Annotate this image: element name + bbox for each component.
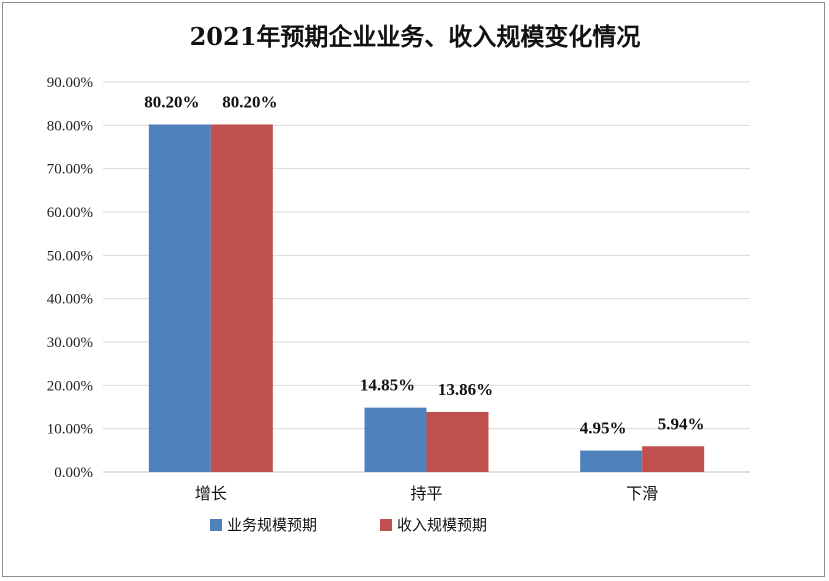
- legend: 业务规模预期 收入规模预期: [210, 516, 487, 534]
- data-label: 14.85%: [360, 376, 415, 395]
- category-label: 增长: [195, 484, 227, 503]
- y-tick-label: 30.00%: [47, 335, 93, 351]
- y-tick-label: 50.00%: [47, 248, 93, 264]
- y-tick-label: 90.00%: [47, 75, 93, 91]
- data-label: 80.20%: [144, 92, 199, 111]
- bar: [148, 124, 211, 472]
- bar: [426, 411, 489, 472]
- bar: [364, 407, 427, 472]
- y-tick-label: 60.00%: [47, 205, 93, 221]
- category-label: 下滑: [626, 484, 658, 503]
- y-tick-label: 0.00%: [54, 465, 93, 481]
- data-label: 4.95%: [580, 419, 627, 438]
- data-label: 5.94%: [658, 414, 705, 433]
- y-axis-ticks: 0.00% 10.00% 20.00% 30.00% 40.00% 50.00% 60.00…: [47, 75, 93, 481]
- y-tick-label: 10.00%: [47, 422, 93, 438]
- bar: [642, 446, 705, 472]
- legend-swatch: [210, 519, 222, 531]
- bar: [580, 450, 643, 472]
- bar: [210, 124, 273, 472]
- x-axis-categories: 增长 持平 下滑: [195, 484, 658, 503]
- chart-title: 2021年预期企业业务、收入规模变化情况: [190, 22, 641, 51]
- legend-label: 业务规模预期: [227, 516, 317, 534]
- bars: [148, 124, 705, 472]
- y-tick-label: 80.00%: [47, 118, 93, 134]
- y-tick-label: 20.00%: [47, 378, 93, 394]
- legend-swatch: [380, 519, 392, 531]
- data-label: 80.20%: [222, 92, 277, 111]
- y-tick-label: 70.00%: [47, 162, 93, 178]
- data-label: 13.86%: [438, 380, 493, 399]
- data-labels: 80.20% 80.20% 14.85% 13.86% 4.95% 5.94%: [144, 92, 704, 437]
- category-label: 持平: [410, 484, 442, 503]
- legend-label: 收入规模预期: [397, 516, 487, 534]
- y-tick-label: 40.00%: [47, 292, 93, 308]
